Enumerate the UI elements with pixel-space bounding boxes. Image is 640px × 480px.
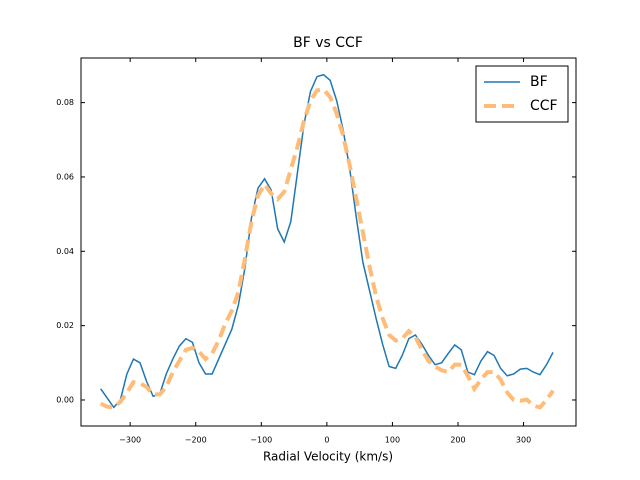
y-tick-label: 0.02	[56, 321, 74, 330]
series-line	[100, 73, 554, 409]
series-line	[99, 87, 555, 410]
plot-frame	[80, 57, 577, 427]
legend-box	[475, 65, 569, 123]
y-tick-label: 0.04	[56, 247, 74, 256]
x-tick-label: −300	[119, 436, 141, 445]
y-tick-label: 0.08	[56, 98, 74, 107]
y-tick-label: 0.00	[56, 395, 74, 404]
x-tick-label: −200	[185, 436, 207, 445]
legend-label: CCF	[530, 98, 558, 114]
x-axis-label: Radial Velocity (km/s)	[263, 450, 393, 464]
chart-title: BF vs CCF	[293, 35, 363, 51]
x-tick-label: −100	[250, 436, 272, 445]
legend-label: BF	[530, 74, 548, 90]
x-tick-label: 300	[516, 436, 531, 445]
x-tick-label: 0	[324, 436, 329, 445]
x-tick-label: 100	[385, 436, 400, 445]
x-tick-label: 200	[450, 436, 465, 445]
y-tick-label: 0.06	[56, 172, 74, 181]
